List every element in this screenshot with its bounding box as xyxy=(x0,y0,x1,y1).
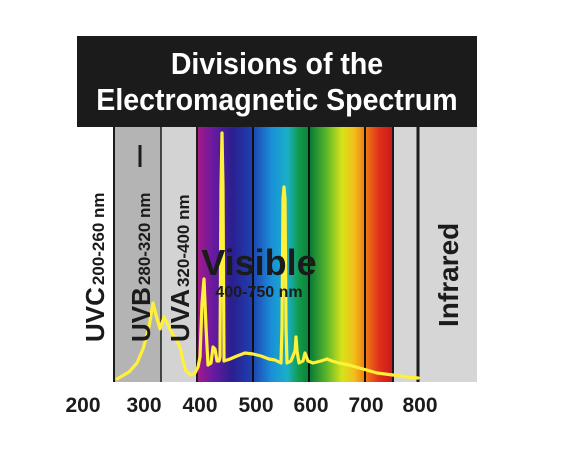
svg-text:UVC200-260 nm: UVC 200-260 nm xyxy=(80,192,110,342)
axis-tick-500: 500 xyxy=(238,394,274,417)
infrared-band-main xyxy=(419,127,477,382)
uvc-name: UVC xyxy=(80,287,110,342)
axis-tick-400: 400 xyxy=(182,394,218,417)
emission-spectrum-line xyxy=(115,131,420,381)
title-line-1: Divisions of the xyxy=(170,46,384,81)
uvb-name: UVB xyxy=(126,287,156,342)
title-line-2: Electromagnetic Spectrum xyxy=(96,82,458,117)
axis-tick-800: 800 xyxy=(402,394,438,417)
axis-tick-200: 200 xyxy=(65,394,101,417)
visible-range: 400-750 nm xyxy=(215,284,302,301)
uva-label: UVA 320-400 nm xyxy=(165,194,195,342)
svg-text:UVA320-400 nm: UVA 320-400 nm xyxy=(165,194,195,342)
uvc-range: 200-260 nm xyxy=(89,192,108,285)
title-banner: Divisions of the Electromagnetic Spectru… xyxy=(77,36,477,126)
infrared-name: Infrared xyxy=(433,223,464,327)
infrared-label: Infrared xyxy=(433,223,464,327)
spectrum-panel: UVC 200-260 nm UVB 280-320 nm UVA 320-400 n… xyxy=(77,127,477,382)
axis-tick-600: 600 xyxy=(293,394,329,417)
axis-tick-700: 700 xyxy=(348,394,384,417)
uvb-band xyxy=(114,127,161,382)
uvc-label: UVC 200-260 nm xyxy=(80,192,110,342)
infrared-band xyxy=(393,127,417,382)
visible-title: Visible xyxy=(201,242,316,283)
axis-tick-300: 300 xyxy=(126,394,162,417)
uva-band xyxy=(161,127,197,382)
svg-text:UVB280-320 nm: UVB 280-320 nm xyxy=(126,192,156,342)
uva-name: UVA xyxy=(165,289,195,342)
uva-range: 320-400 nm xyxy=(174,194,193,287)
uvb-label: UVB 280-320 nm xyxy=(126,192,156,342)
uvb-range: 280-320 nm xyxy=(135,192,154,285)
uvc-band xyxy=(77,127,114,382)
